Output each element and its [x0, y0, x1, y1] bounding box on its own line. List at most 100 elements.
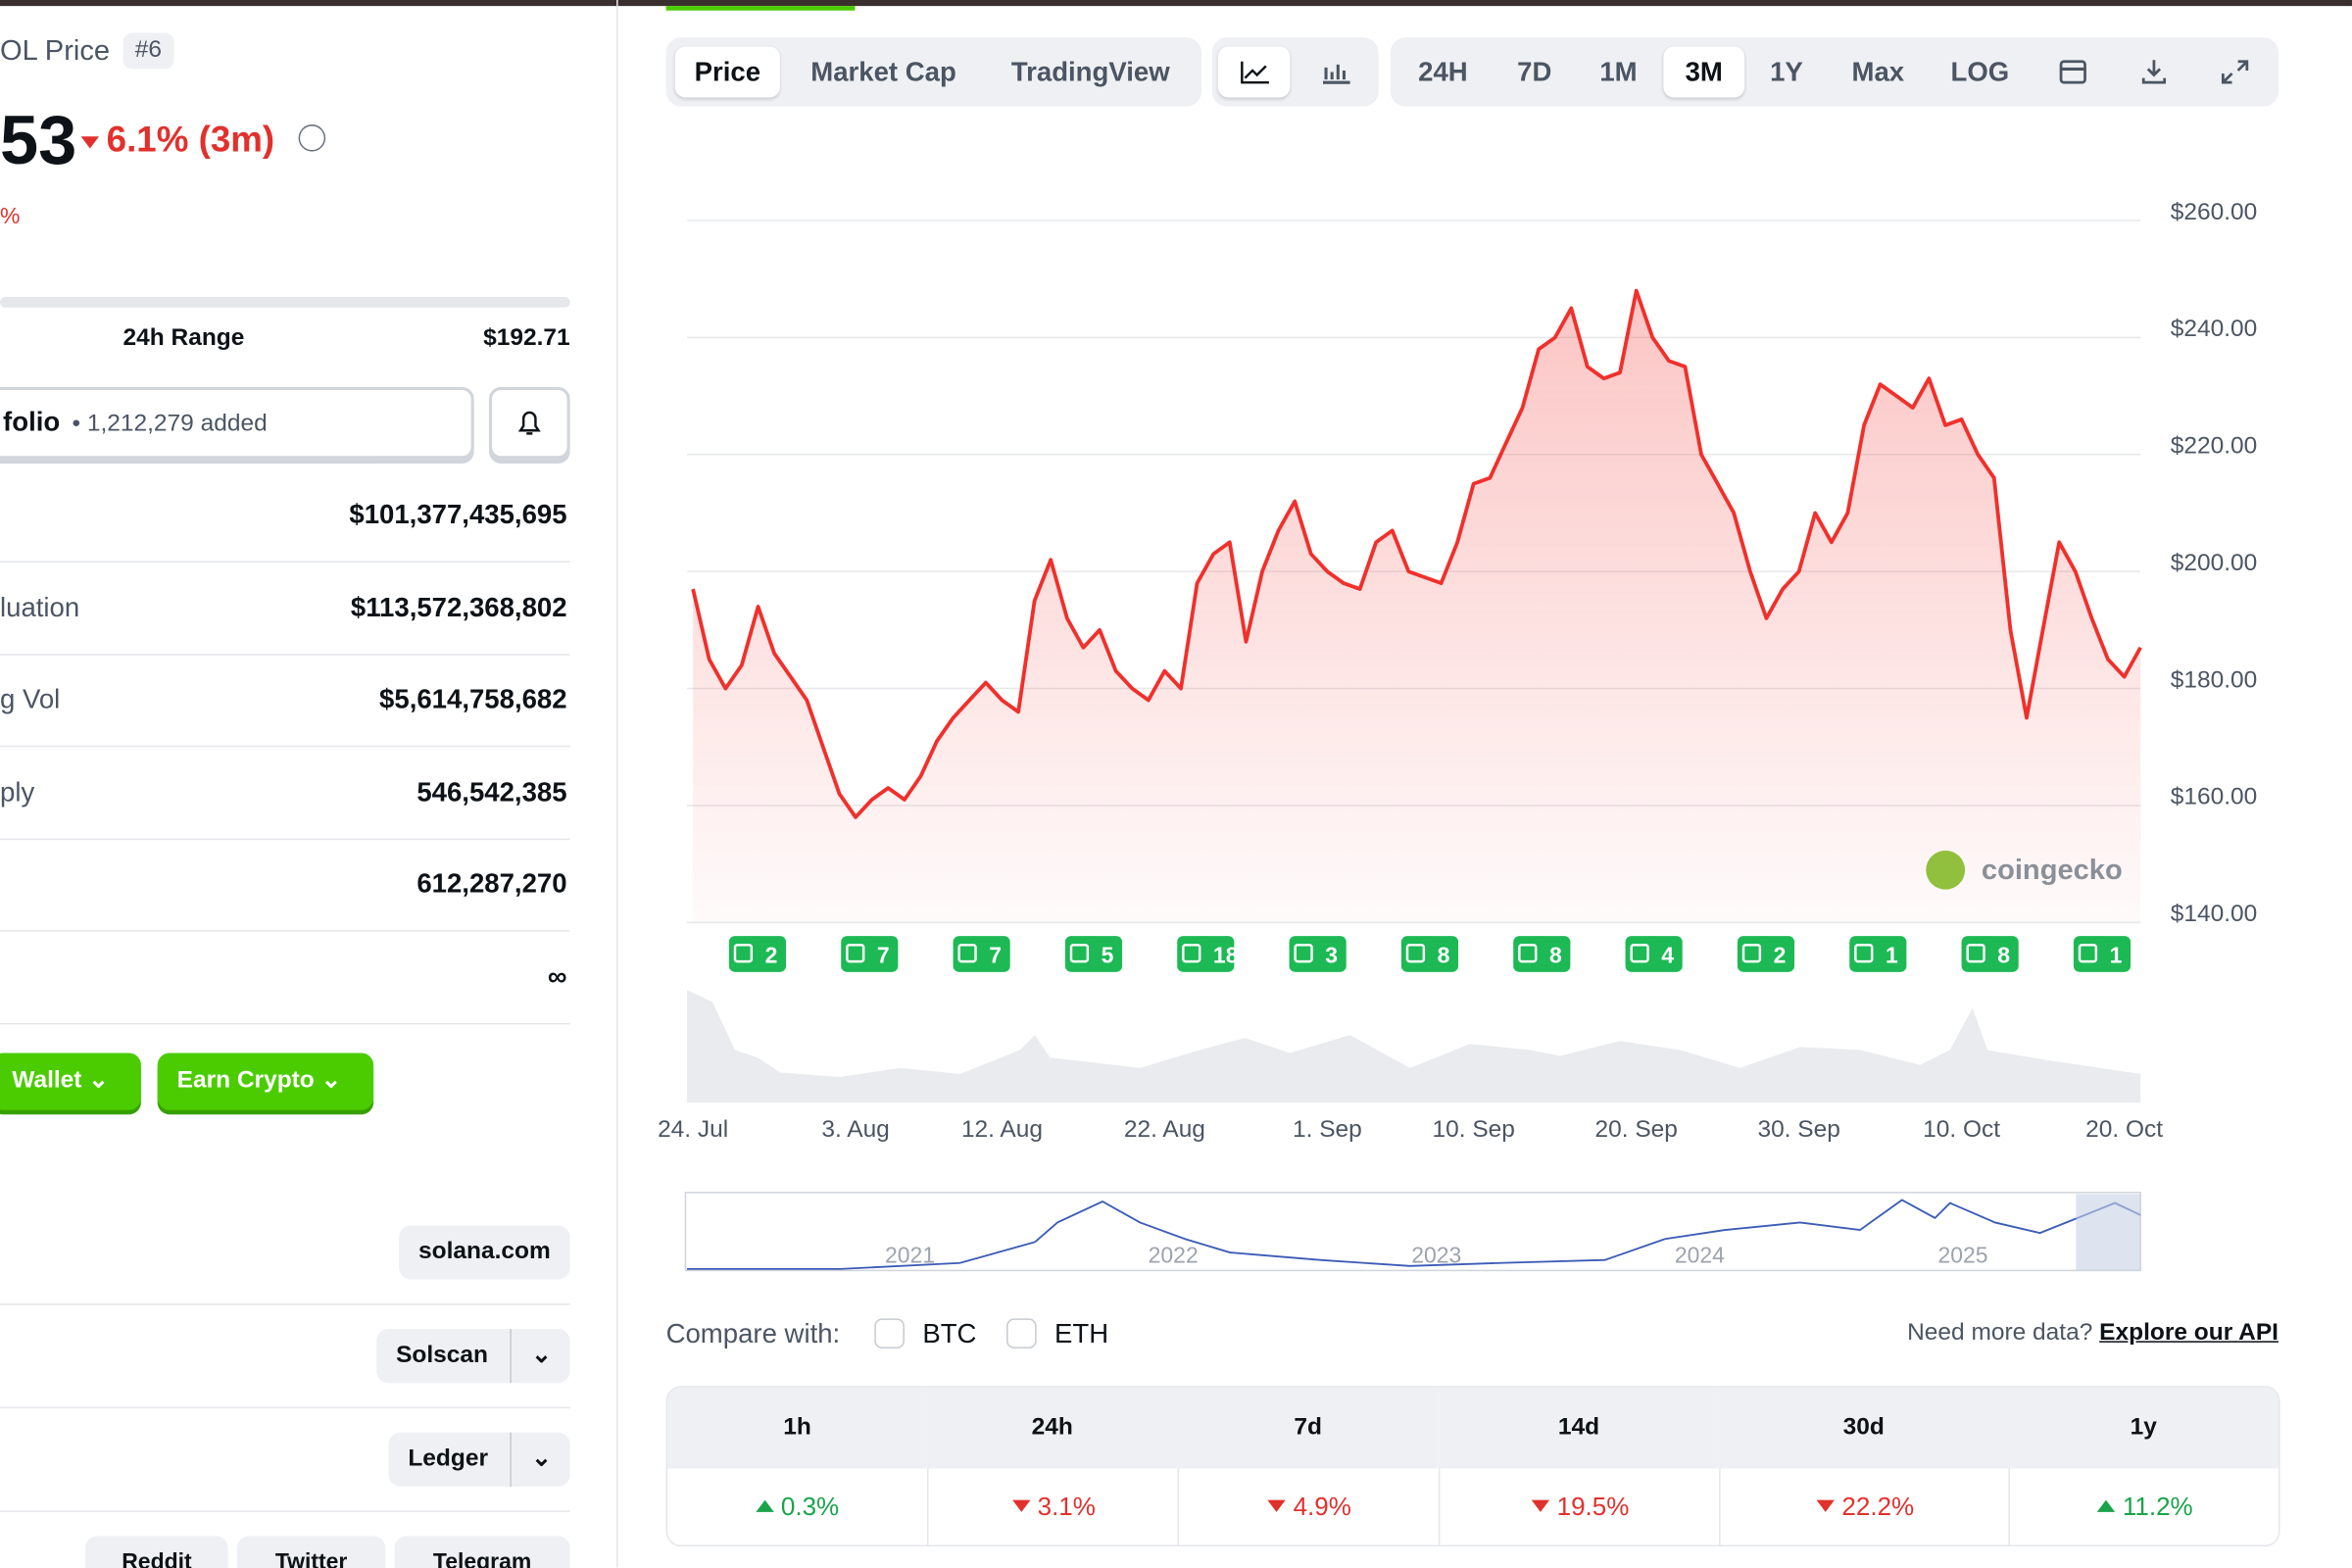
range-button[interactable]: 7D — [1517, 57, 1552, 87]
price-line — [691, 288, 2142, 819]
range-button[interactable]: 24H — [1418, 57, 1468, 87]
compare-text: ETH — [1054, 1318, 1109, 1349]
line-chart-button[interactable] — [1217, 46, 1291, 98]
news-icon — [2078, 944, 2098, 963]
watermark: coingecko — [1982, 855, 2123, 886]
alert-button[interactable] — [488, 386, 570, 460]
range-high: $192.71 — [483, 325, 570, 352]
view-tab[interactable]: TradingView — [1010, 57, 1170, 87]
portfolio-button[interactable]: folio • 1,212,279 added — [0, 386, 474, 460]
coin-name: OL Price — [0, 35, 111, 68]
change-cell: 4.9% — [1177, 1468, 1441, 1545]
explorer-text: Solscan — [396, 1342, 488, 1368]
rank-badge: #6 — [122, 32, 174, 70]
news-icon — [1405, 944, 1426, 963]
news-count: 8 — [1438, 943, 1450, 968]
news-count: 18 — [1213, 943, 1239, 968]
news-count: 3 — [1325, 943, 1338, 968]
volume-area — [687, 990, 2141, 1102]
wallet-button[interactable]: Wallet ⌄ — [0, 1053, 141, 1110]
news-count: 2 — [1774, 943, 1787, 968]
stat-value: $101,377,435,695 — [349, 499, 567, 530]
sub-change: % — [0, 204, 21, 230]
down-arrow — [80, 136, 100, 149]
range-bar — [0, 297, 570, 308]
x-tick-label: 10. Oct — [1923, 1116, 2000, 1143]
x-tick-label: 20. Sep — [1595, 1116, 1678, 1143]
stat-row: luation $113,572,368,802 — [0, 562, 570, 656]
bell-icon — [517, 411, 541, 435]
wallet-link-button[interactable]: Ledger ⌄ — [388, 1432, 570, 1487]
social-button[interactable]: Twitter — [236, 1536, 386, 1568]
portfolio-added: • 1,212,279 added — [72, 411, 268, 437]
link-button[interactable]: solana.com — [399, 1225, 570, 1280]
x-tick-label: 3. Aug — [821, 1116, 889, 1143]
stat-label: ply — [0, 776, 35, 807]
view-tab[interactable]: Market Cap — [810, 57, 956, 87]
range-button[interactable]: 1Y — [1770, 57, 1803, 87]
y-tick-label: $220.00 — [2171, 433, 2257, 460]
x-tick-label: 24. Jul — [658, 1116, 728, 1143]
range-button[interactable]: Max — [1851, 57, 1905, 87]
range-group — [1390, 37, 2278, 107]
divider — [0, 1303, 570, 1305]
y-tick-label: $180.00 — [2171, 666, 2257, 693]
news-count: 8 — [1549, 943, 1562, 968]
news-icon — [733, 944, 754, 963]
stat-value: $5,614,758,682 — [379, 683, 567, 714]
wallet-text: Wallet — [12, 1067, 82, 1094]
compare-option[interactable]: BTC — [874, 1318, 976, 1349]
y-tick-label: $160.00 — [2171, 784, 2257, 810]
stat-value: 546,542,385 — [416, 776, 567, 807]
divider — [0, 1510, 570, 1512]
social-button[interactable]: Reddit — [85, 1536, 228, 1568]
divider — [616, 0, 618, 1568]
news-count: 4 — [1661, 943, 1674, 968]
divider — [0, 1406, 570, 1409]
social-button[interactable]: Telegram — [394, 1536, 570, 1568]
portfolio-text: folio — [3, 406, 61, 437]
range-button[interactable]: 3M — [1663, 46, 1745, 98]
x-tick-label: 10. Sep — [1433, 1116, 1515, 1143]
news-count: 1 — [1886, 943, 1898, 968]
tab-indicator — [665, 6, 856, 11]
range-label: 24h Range — [122, 325, 245, 352]
calendar-button[interactable] — [2046, 46, 2100, 97]
stat-row: $101,377,435,695 — [0, 469, 570, 563]
fullscreen-button[interactable] — [2208, 46, 2262, 97]
view-tab[interactable]: Price — [674, 46, 780, 98]
download-button[interactable] — [2127, 46, 2180, 97]
api-prompt: Need more data? — [1907, 1319, 2093, 1346]
news-count: 5 — [1102, 943, 1114, 968]
news-icon — [1294, 944, 1313, 963]
navigator-year: 2025 — [1938, 1243, 1988, 1268]
direction-arrow — [1011, 1499, 1030, 1512]
earn-button[interactable]: Earn Crypto ⌄ — [157, 1053, 374, 1110]
info-icon[interactable] — [298, 124, 326, 152]
change-cell: 19.5% — [1438, 1468, 1721, 1545]
news-icon — [1854, 944, 1874, 963]
price: 53 — [0, 100, 77, 179]
change-cell: 22.2% — [1719, 1468, 2010, 1545]
column-header: 30d — [1719, 1387, 2009, 1469]
direction-arrow — [2096, 1499, 2116, 1512]
stat-value: ∞ — [547, 960, 567, 991]
stat-value: 612,287,270 — [416, 868, 567, 899]
stat-value: $113,572,368,802 — [350, 591, 567, 622]
change-cell: 11.2% — [2008, 1468, 2278, 1545]
navigator-selection[interactable] — [2076, 1194, 2141, 1271]
candle-chart-button[interactable] — [1298, 46, 1370, 97]
wallet-link-text: Ledger — [408, 1446, 488, 1472]
direction-arrow — [755, 1499, 774, 1512]
column-header: 7d — [1177, 1387, 1439, 1469]
navigator-year: 2021 — [885, 1243, 935, 1268]
range-button[interactable]: LOG — [1950, 57, 2010, 87]
compare-option[interactable]: ETH — [1006, 1318, 1108, 1349]
change-table: 1h 0.3% 24h 3.1% 7d 4.9% 14d 19.5% 30d 22.2% 1y 11.… — [665, 1386, 2280, 1547]
change-value: 11.2% — [2122, 1492, 2193, 1522]
explorer-button[interactable]: Solscan ⌄ — [376, 1329, 570, 1384]
news-icon — [1630, 944, 1649, 963]
change-value: 3.1% — [1037, 1492, 1096, 1522]
api-link[interactable]: Explore our API — [2099, 1319, 2278, 1346]
range-button[interactable]: 1M — [1599, 57, 1638, 87]
